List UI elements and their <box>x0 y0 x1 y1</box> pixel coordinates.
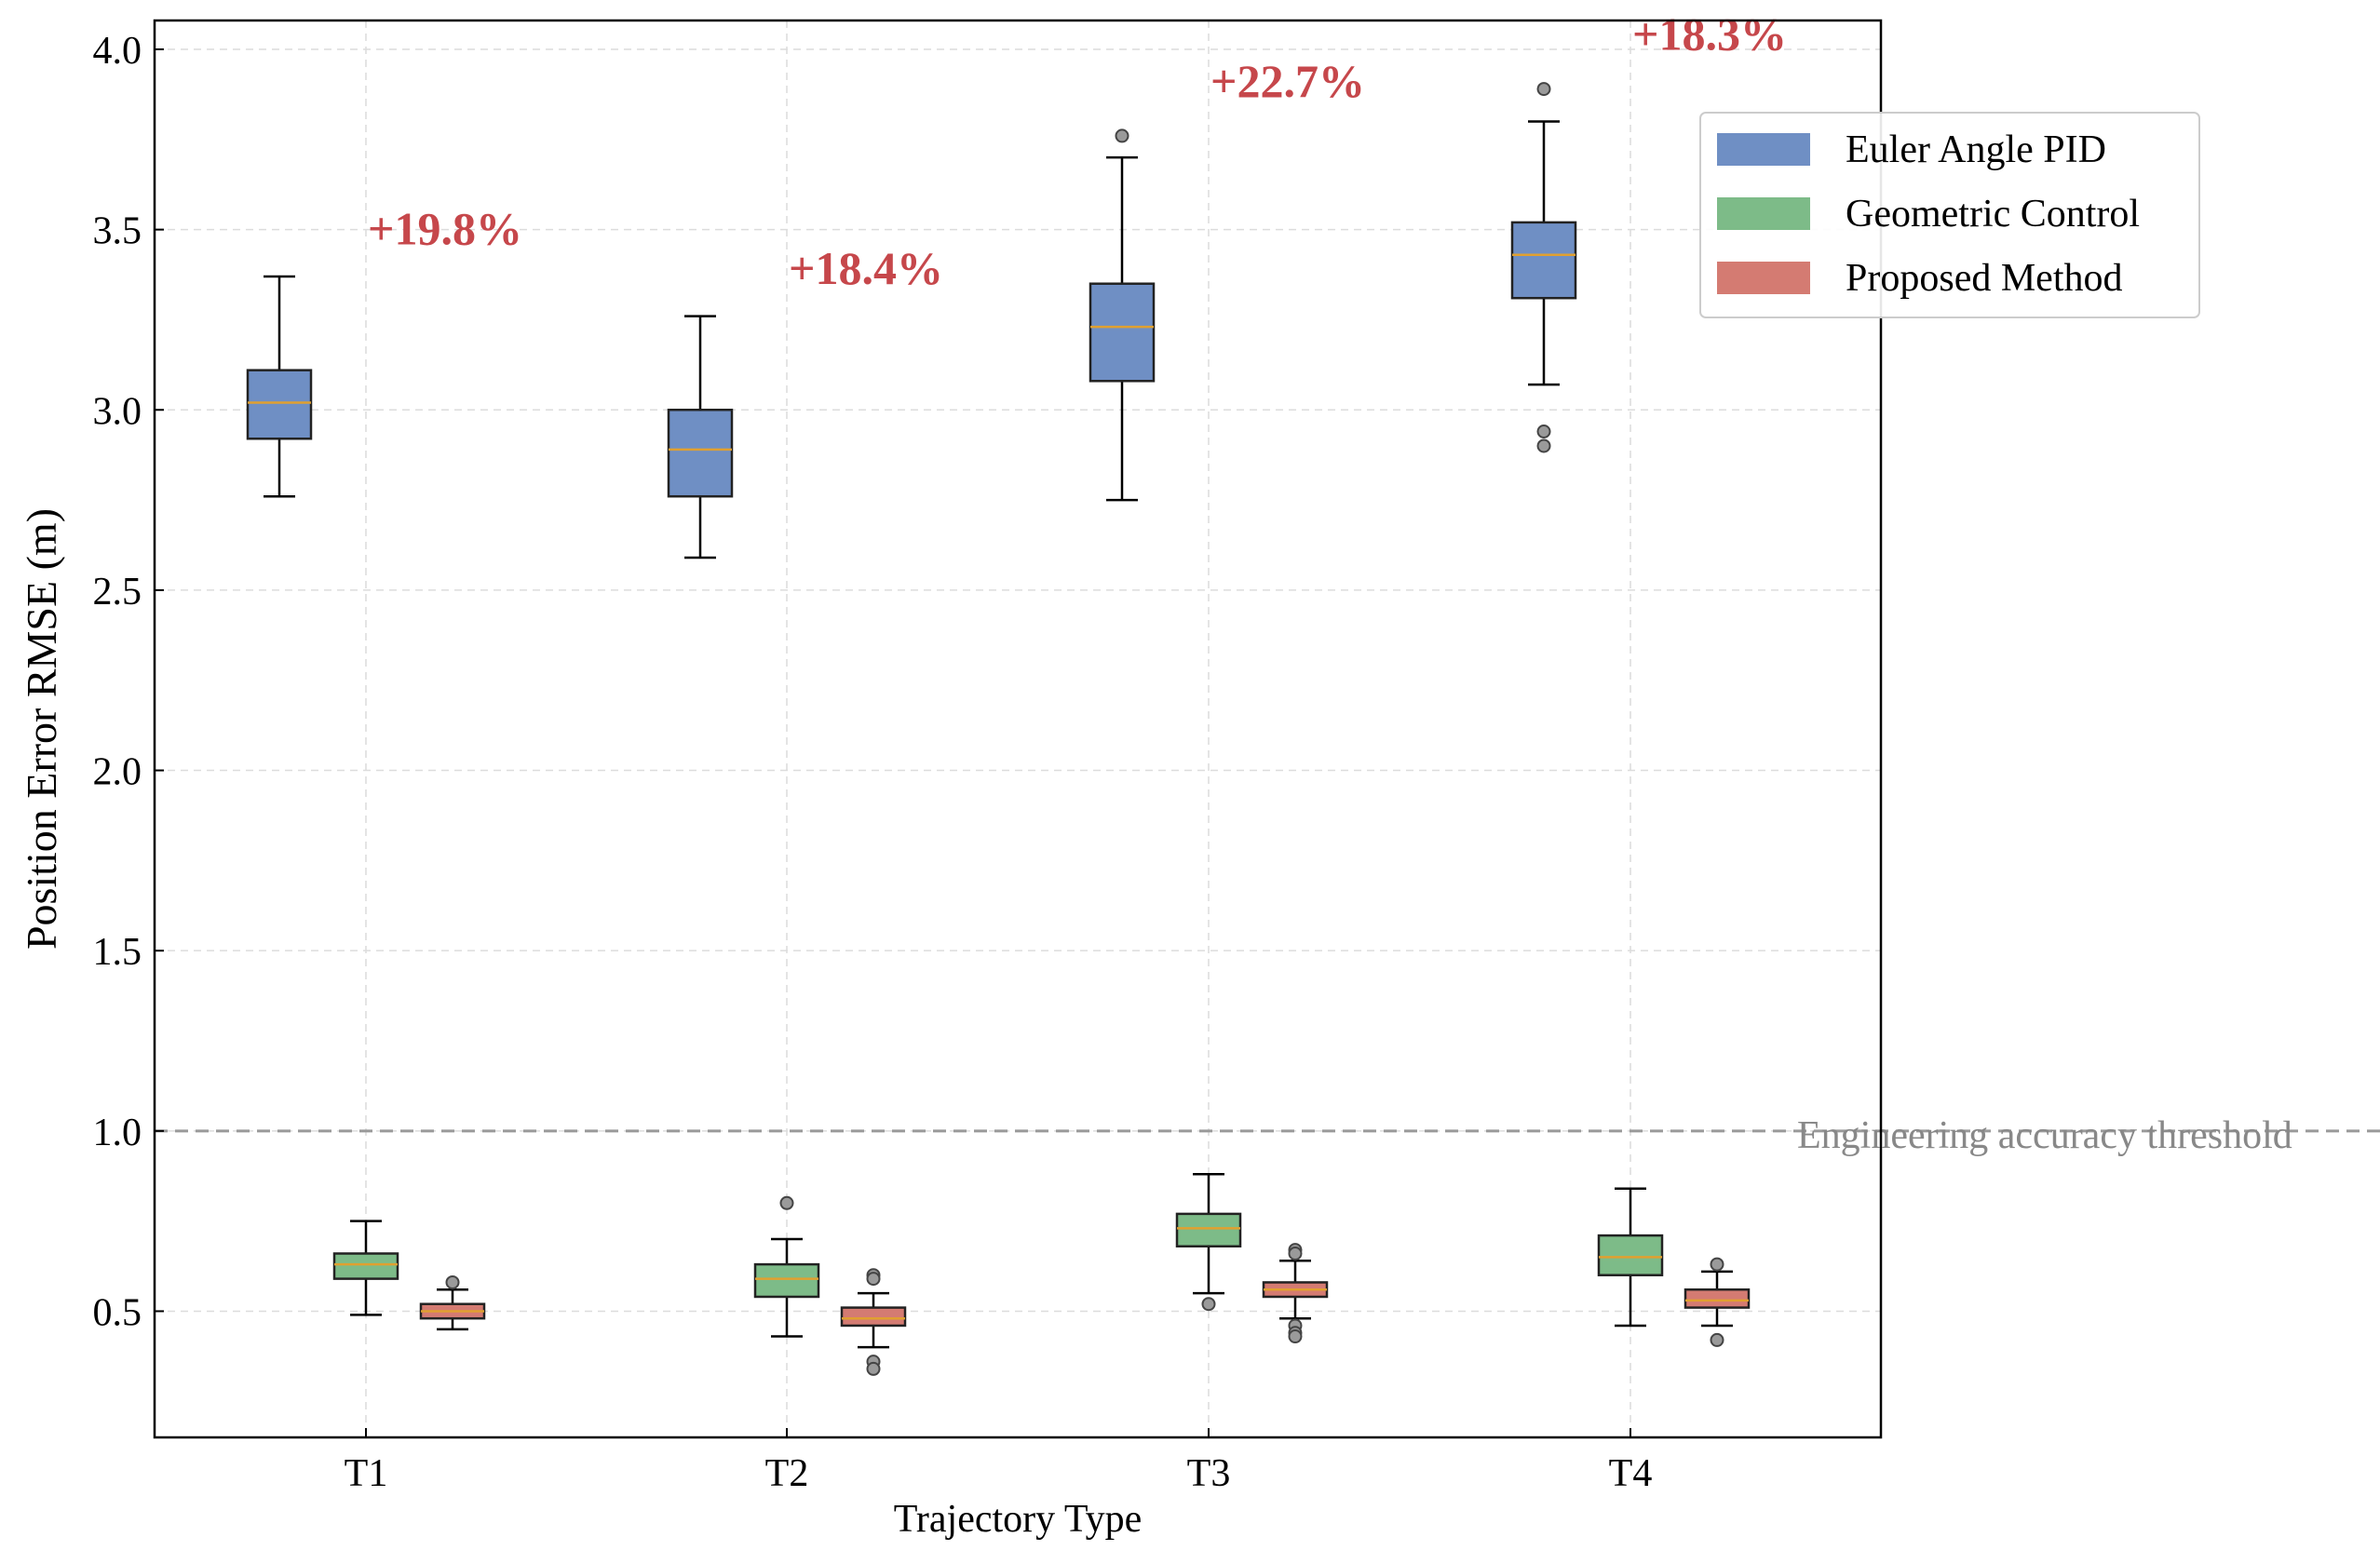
box-plot-item <box>332 1220 399 1316</box>
legend-swatch <box>1717 262 1810 294</box>
outlier-point <box>866 1361 881 1376</box>
outlier-point <box>1536 438 1551 453</box>
plot-frame <box>153 19 1883 1439</box>
improvement-annotation: +22.7% <box>1210 55 1365 107</box>
box-plot-item <box>840 1268 907 1376</box>
y-tick-label: 1.0 <box>93 1112 142 1154</box>
outlier-point <box>1536 424 1551 438</box>
improvement-annotation: +19.8% <box>368 203 522 255</box>
box-body <box>1175 1212 1242 1247</box>
outlier-point <box>1288 1329 1303 1344</box>
box-plot-item <box>753 1195 820 1338</box>
outlier-point <box>1288 1246 1303 1261</box>
improvement-annotation: +18.4% <box>789 242 943 294</box>
reference-line-label: Engineering accuracy threshold <box>1797 1114 2292 1157</box>
legend-label: Geometric Control <box>1846 193 2140 236</box>
box-plot-item <box>1510 82 1577 453</box>
box-plot-item <box>1262 1243 1329 1344</box>
legend-swatch <box>1717 133 1810 166</box>
box-body <box>332 1252 399 1280</box>
box-body <box>840 1306 907 1328</box>
box-body <box>667 409 734 498</box>
outlier-point <box>1115 128 1129 143</box>
y-axis-label: Position Error RMSE (m) <box>18 508 65 950</box>
box-body <box>1684 1288 1751 1309</box>
y-tick-label: 2.0 <box>93 751 142 794</box>
box-plot-item <box>419 1274 486 1331</box>
box-body <box>753 1262 820 1299</box>
outlier-point <box>866 1272 881 1287</box>
legend: Euler Angle PID Geometric Control Proposed… <box>1699 112 2200 318</box>
box-body <box>246 369 313 440</box>
outlier-point <box>779 1195 794 1210</box>
x-tick-label: T1 <box>345 1452 388 1495</box>
improvement-annotation: +18.3% <box>1632 7 1787 60</box>
box-body <box>1510 221 1577 300</box>
box-plot-item <box>246 275 313 498</box>
legend-label: Proposed Method <box>1846 257 2123 300</box>
x-tick-label: T2 <box>765 1452 809 1495</box>
box-layer <box>246 82 1751 1376</box>
y-tick-label: 1.5 <box>93 931 142 974</box>
y-tick-label: 2.5 <box>93 571 142 613</box>
x-tick-label: T4 <box>1609 1452 1653 1495</box>
axis-layer: 0.5 1.0 1.5 2.0 2.5 3.0 3.5 4.0 T1 T2 T3 T4 <box>93 30 1653 1495</box>
legend-frame <box>1699 112 2200 318</box>
box-plot-item <box>1684 1257 1751 1347</box>
outlier-point <box>1536 82 1551 97</box>
box-body <box>1089 282 1156 383</box>
outlier-point <box>445 1274 460 1289</box>
box-plot-item <box>1089 128 1156 502</box>
y-tick-label: 0.5 <box>93 1291 142 1334</box>
outlier-point <box>1710 1257 1724 1272</box>
x-axis-label: Trajectory Type <box>894 1498 1143 1541</box>
y-tick-label: 4.0 <box>93 30 142 73</box>
legend-swatch <box>1717 197 1810 230</box>
outlier-point <box>1201 1297 1216 1312</box>
legend-label: Euler Angle PID <box>1846 128 2106 171</box>
box-body <box>1597 1234 1664 1276</box>
reference-line-layer: Engineering accuracy threshold <box>155 1114 2380 1157</box>
box-plot-item <box>1597 1187 1664 1328</box>
y-tick-label: 3.0 <box>93 390 142 433</box>
x-tick-label: T3 <box>1187 1452 1231 1495</box>
box-plot-item <box>1175 1173 1242 1312</box>
box-plot-item <box>667 315 734 560</box>
outlier-point <box>1710 1332 1724 1347</box>
annotation-layer: +19.8% +18.4% +22.7% +18.3% <box>368 7 1787 294</box>
y-tick-label: 3.5 <box>93 210 142 253</box>
